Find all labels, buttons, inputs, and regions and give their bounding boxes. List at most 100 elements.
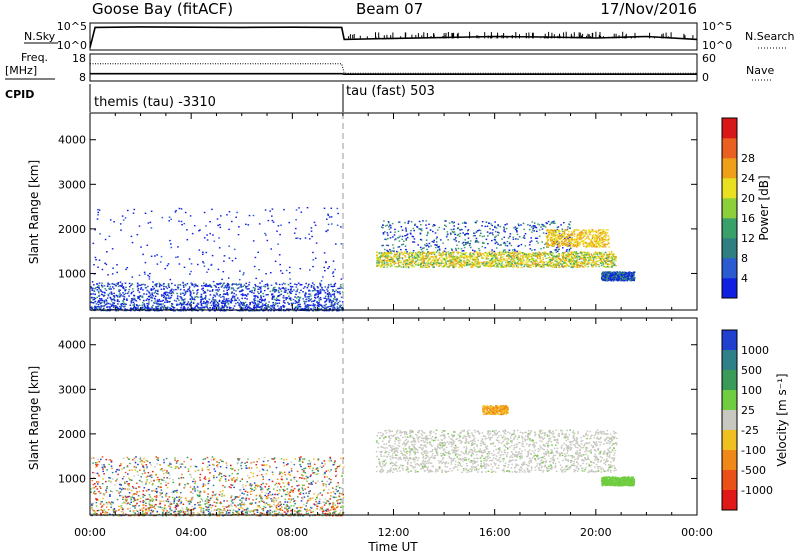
data-cell: [159, 303, 162, 306]
data-cell: [560, 259, 562, 262]
data-cell: [193, 299, 196, 301]
data-cell: [224, 293, 227, 295]
data-cell: [540, 252, 542, 255]
data-cell: [607, 253, 609, 256]
data-cell: [160, 288, 163, 290]
data-cell: [540, 253, 542, 255]
data-cell: [392, 259, 394, 261]
data-cell: [479, 234, 481, 237]
data-cell: [590, 240, 592, 242]
data-cell: [522, 222, 525, 225]
data-cell: [246, 304, 248, 306]
data-cell: [254, 310, 256, 312]
data-cell: [446, 234, 449, 236]
data-cell: [205, 225, 207, 227]
data-cell: [404, 245, 407, 247]
data-cell: [276, 302, 279, 305]
data-cell: [385, 255, 387, 257]
data-cell: [565, 256, 567, 258]
data-cell: [200, 303, 203, 306]
data-cell: [222, 284, 224, 286]
data-cell: [541, 266, 543, 268]
data-cell: [263, 285, 265, 287]
data-cell: [492, 234, 494, 236]
data-cell: [479, 264, 481, 266]
data-cell: [249, 307, 252, 309]
data-cell: [431, 265, 434, 267]
data-cell: [532, 265, 534, 267]
data-cell: [148, 278, 151, 280]
data-cell: [191, 298, 194, 300]
data-cell: [230, 307, 232, 309]
data-cell: [558, 233, 561, 235]
data-cell: [213, 301, 216, 303]
data-cell: [214, 299, 217, 301]
data-cell: [557, 235, 559, 238]
data-cell: [243, 294, 245, 296]
data-cell: [601, 242, 603, 244]
data-cell: [481, 263, 484, 265]
data-cell: [474, 256, 476, 258]
data-cell: [497, 231, 499, 233]
data-cell: [237, 287, 240, 289]
data-cell: [305, 282, 307, 285]
data-cell: [486, 255, 489, 258]
data-cell: [452, 259, 455, 261]
data-cell: [462, 257, 465, 259]
data-cell: [389, 259, 391, 261]
data-cell: [579, 235, 582, 237]
data-cell: [131, 298, 133, 300]
cpid-segment-2: tau (fast) 503: [346, 84, 435, 99]
data-cell: [206, 300, 208, 302]
data-cell: [533, 225, 536, 227]
data-cell: [444, 263, 447, 265]
data-cell: [124, 292, 127, 295]
data-cell: [529, 224, 531, 227]
data-cell: [568, 248, 571, 251]
data-cell: [340, 243, 343, 245]
data-cell: [180, 220, 183, 223]
data-cell: [443, 253, 446, 256]
data-cell: [299, 303, 301, 306]
data-cell: [185, 304, 187, 306]
data-cell: [234, 257, 237, 260]
data-cell: [426, 257, 428, 259]
data-cell: [437, 259, 439, 261]
data-cell: [303, 303, 306, 305]
data-cell: [103, 302, 106, 304]
data-cell: [612, 254, 614, 256]
data-cell: [416, 257, 419, 259]
data-cell: [478, 249, 481, 252]
data-cell: [576, 229, 578, 231]
data-cell: [250, 309, 252, 312]
data-cell: [492, 229, 494, 231]
data-cell: [422, 251, 424, 254]
data-cell: [436, 236, 438, 238]
data-cell: [190, 270, 192, 273]
data-cell: [580, 261, 582, 264]
data-cell: [451, 258, 453, 260]
data-cell: [285, 298, 287, 301]
data-cell: [125, 303, 127, 305]
data-cell: [573, 245, 576, 248]
data-cell: [575, 240, 578, 242]
data-cell: [275, 289, 278, 292]
data-cell: [384, 238, 386, 240]
data-cell: [150, 288, 152, 291]
data-cell: [407, 253, 409, 255]
data-cell: [117, 303, 119, 305]
data-cell: [607, 260, 609, 263]
data-cell: [124, 290, 126, 292]
data-cell: [170, 296, 172, 299]
data-cell: [579, 241, 582, 243]
data-cell: [247, 305, 250, 308]
data-cell: [166, 294, 169, 296]
data-cell: [189, 308, 192, 310]
data-cell: [385, 252, 387, 254]
data-cell: [204, 303, 207, 305]
data-cell: [414, 257, 417, 259]
data-cell: [181, 224, 183, 226]
data-cell: [214, 285, 217, 287]
data-cell: [382, 255, 384, 257]
data-cell: [487, 235, 489, 237]
